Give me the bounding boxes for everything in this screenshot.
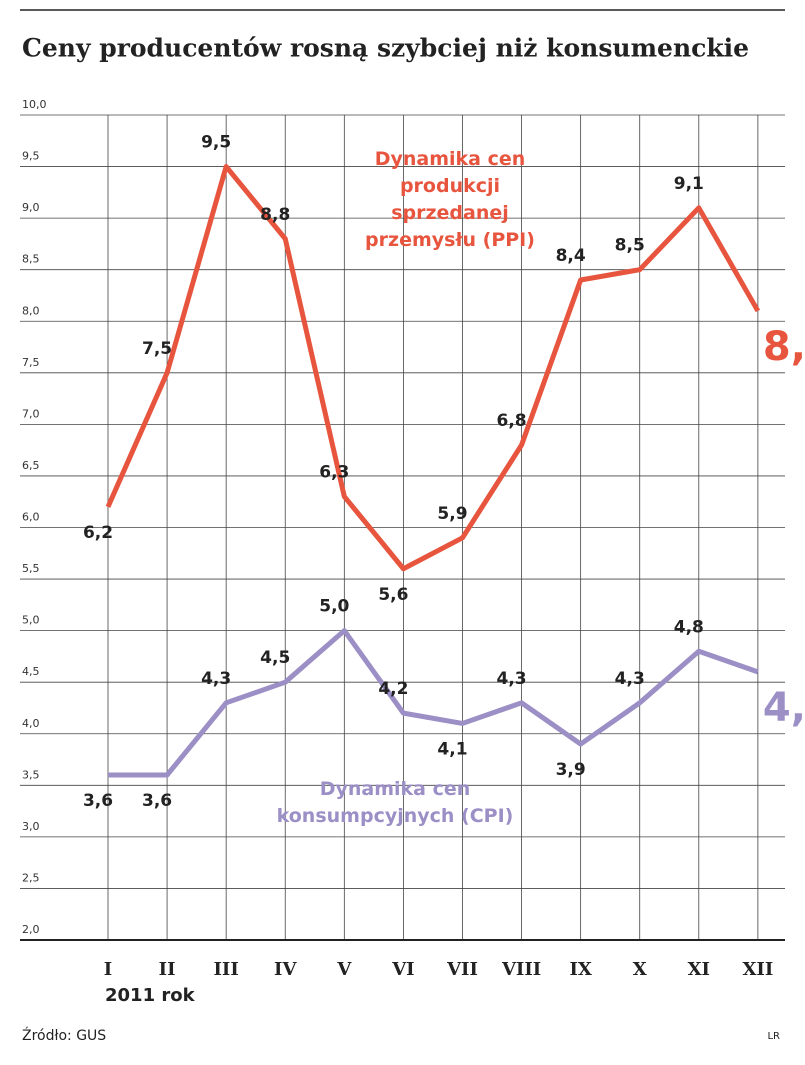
y-tick-label: 2,0 — [22, 923, 40, 936]
y-tick-label: 3,5 — [22, 768, 40, 781]
value-label: 9,5 — [201, 133, 231, 153]
y-tick-label: 7,0 — [22, 407, 40, 420]
chart-title: Ceny producentów rosną szybciej niż kons… — [22, 34, 749, 63]
x-tick-label: IX — [569, 959, 591, 980]
value-label: 4,5 — [260, 648, 290, 668]
value-label-final: 4,6 — [763, 685, 805, 731]
value-label: 4,3 — [496, 669, 526, 689]
value-label: 3,9 — [556, 760, 586, 780]
y-tick-label: 7,5 — [22, 356, 40, 369]
value-label: 4,8 — [674, 617, 704, 637]
y-tick-label: 4,5 — [22, 665, 40, 678]
x-tick-label: VIII — [501, 959, 541, 980]
y-tick-label: 8,0 — [22, 304, 40, 317]
x-tick-label: VI — [391, 959, 414, 980]
value-label: 5,0 — [319, 597, 349, 617]
legend-ppi: Dynamika cen produkcji sprzedanej przemy… — [365, 148, 535, 251]
value-label: 7,5 — [142, 339, 172, 359]
y-tick-label: 9,5 — [22, 150, 40, 163]
value-label: 6,2 — [83, 523, 113, 543]
x-tick-label: III — [214, 959, 239, 980]
x-tick-label: IV — [274, 959, 297, 980]
y-tick-label: 4,0 — [22, 717, 40, 730]
y-tick-label: 9,0 — [22, 201, 40, 214]
x-axis-label: 2011 rok — [105, 985, 196, 1006]
x-tick-label: VII — [446, 959, 478, 980]
x-tick-label: X — [633, 959, 647, 980]
value-label: 8,8 — [260, 205, 290, 225]
x-tick-label: XII — [742, 959, 773, 980]
y-tick-label: 3,0 — [22, 820, 40, 833]
x-tick-label: V — [336, 959, 352, 980]
x-tick-label: I — [104, 959, 112, 980]
legend-cpi: Dynamika cen konsumpcyjnych (CPI) — [276, 778, 514, 827]
value-label: 4,1 — [437, 739, 467, 759]
value-label: 6,8 — [496, 411, 526, 431]
value-label: 9,1 — [674, 174, 704, 194]
y-tick-label: 6,5 — [22, 459, 40, 472]
value-label: 3,6 — [142, 791, 172, 811]
x-tick-label: II — [159, 959, 176, 980]
value-label-final: 8,1 — [763, 324, 805, 370]
value-label: 4,3 — [201, 669, 231, 689]
y-tick-label: 5,5 — [22, 562, 40, 575]
line-series — [108, 628, 759, 778]
y-tick-label: 10,0 — [22, 98, 47, 111]
value-label: 5,9 — [437, 504, 467, 524]
line-series — [105, 164, 761, 572]
y-tick-label: 5,0 — [22, 614, 40, 627]
value-label: 8,4 — [556, 246, 586, 266]
y-tick-label: 8,5 — [22, 253, 40, 266]
x-tick-label: XI — [688, 959, 710, 980]
value-label: 4,2 — [378, 679, 408, 699]
value-label: 3,6 — [83, 791, 113, 811]
y-tick-label: 6,0 — [22, 511, 40, 524]
y-tick-label: 2,5 — [22, 871, 40, 884]
value-label: 6,3 — [319, 463, 349, 483]
source: Źródło: GUS — [22, 1026, 106, 1044]
value-label: 4,3 — [615, 669, 645, 689]
value-label: 5,6 — [378, 585, 408, 605]
value-label: 8,5 — [615, 236, 645, 256]
credit: LR — [767, 1031, 780, 1042]
